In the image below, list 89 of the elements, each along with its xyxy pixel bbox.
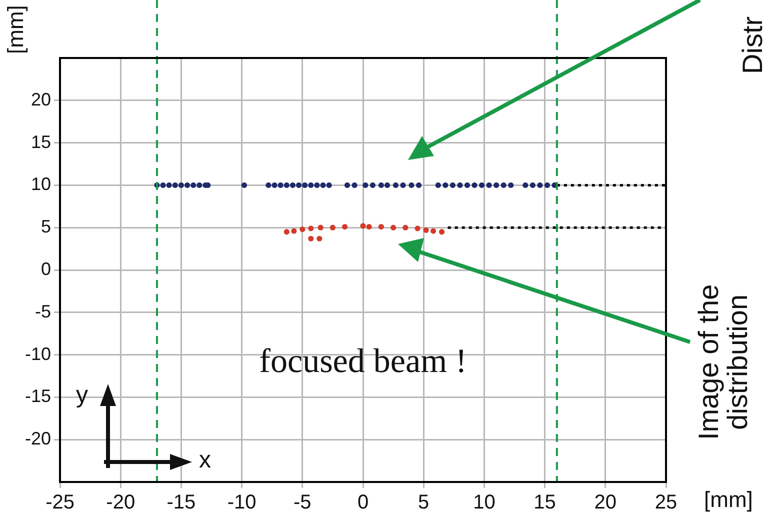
- point: [378, 182, 384, 188]
- point: [457, 182, 463, 188]
- point: [478, 182, 485, 188]
- point: [392, 182, 399, 188]
- point: [494, 182, 500, 188]
- y-tick-label: 0: [41, 258, 52, 279]
- x-axis-title: [mm]: [704, 487, 753, 512]
- x-tick-label: 10: [473, 492, 496, 514]
- point: [378, 224, 384, 230]
- x-tick-label: -20: [106, 492, 136, 514]
- point: [178, 182, 184, 188]
- y-tick-label: 10: [30, 174, 52, 194]
- x-tick-label: -10: [227, 492, 256, 514]
- point: [160, 182, 166, 188]
- point: [450, 182, 456, 188]
- point: [366, 224, 372, 230]
- x-tick-label: -15: [166, 492, 196, 514]
- point: [308, 236, 314, 242]
- point: [416, 182, 422, 188]
- point: [184, 182, 190, 188]
- point: [308, 226, 314, 232]
- y-tick-label: 15: [30, 132, 52, 152]
- point: [342, 224, 348, 230]
- point: [352, 182, 358, 188]
- point: [330, 224, 336, 230]
- point: [390, 224, 396, 230]
- point: [308, 182, 314, 188]
- point: [172, 182, 178, 188]
- point: [284, 229, 290, 235]
- point: [241, 182, 248, 188]
- y-tick-label: -10: [25, 344, 52, 364]
- x-tick-label: 0: [357, 492, 369, 514]
- point: [438, 229, 445, 235]
- x-tick-label: 25: [654, 492, 678, 514]
- point: [384, 182, 390, 188]
- point: [430, 228, 436, 234]
- point: [472, 182, 478, 188]
- point: [291, 228, 297, 234]
- point: [290, 182, 296, 188]
- point: [296, 182, 302, 188]
- point: [316, 236, 322, 242]
- point: [435, 182, 441, 188]
- point: [196, 182, 202, 188]
- y-tick-label: -20: [25, 428, 52, 449]
- point: [402, 224, 408, 230]
- y-tick-label: 5: [41, 216, 52, 237]
- point: [302, 182, 308, 188]
- x-tick-label: 20: [594, 492, 617, 514]
- point: [318, 224, 324, 230]
- point: [320, 182, 326, 188]
- point: [464, 182, 470, 188]
- point: [314, 182, 320, 188]
- x-tick-label: 15: [534, 492, 556, 514]
- x-tick-label: -25: [46, 492, 74, 514]
- point: [442, 182, 448, 188]
- point: [500, 182, 506, 188]
- point: [360, 223, 366, 229]
- point: [284, 182, 290, 188]
- point: [414, 226, 420, 232]
- point: [278, 182, 284, 188]
- point: [370, 182, 376, 188]
- point: [530, 182, 536, 188]
- y-tick-label: 20: [30, 89, 52, 110]
- x-tick-label: -5: [294, 492, 312, 514]
- point: [344, 182, 350, 188]
- point: [522, 182, 528, 188]
- point: [544, 182, 550, 188]
- annotation: y: [76, 382, 88, 409]
- text: Distr: [737, 16, 768, 74]
- point: [190, 182, 196, 188]
- point: [326, 182, 332, 188]
- point: [300, 226, 306, 232]
- point: [362, 182, 368, 188]
- point: [423, 227, 429, 233]
- point: [486, 182, 492, 188]
- point: [166, 182, 172, 188]
- y-tick-label: -5: [35, 301, 52, 322]
- text: Image of the distribution: [693, 284, 754, 440]
- x-tick-label: 5: [418, 492, 430, 514]
- y-tick-label: -15: [25, 386, 52, 406]
- point: [400, 182, 406, 188]
- point: [508, 182, 514, 188]
- point: [272, 182, 278, 188]
- point: [408, 182, 414, 188]
- point: [537, 182, 543, 188]
- point: [266, 182, 272, 188]
- y-axis-title: [mm]: [3, 5, 28, 54]
- annotation: x: [199, 446, 211, 474]
- annotation: focused beam !: [259, 343, 467, 380]
